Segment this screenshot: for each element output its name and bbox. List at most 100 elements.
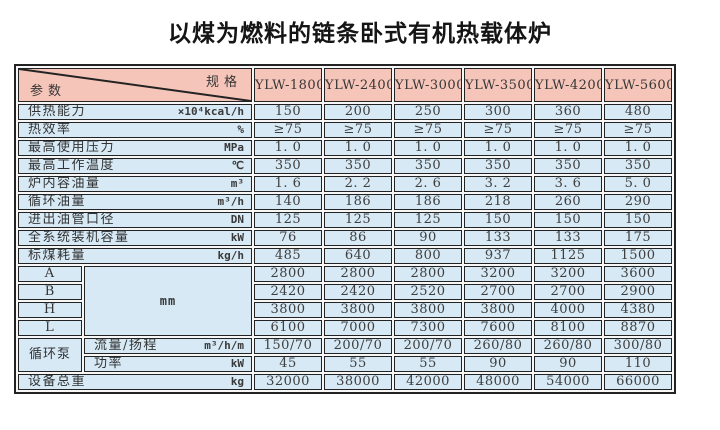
value-cell: 6100 (254, 320, 322, 336)
param-cell: 热效率 % (18, 122, 252, 138)
table-row: 功率 kW 45 55 55 90 90 110 (18, 356, 672, 372)
param-name: 最高工作温度 (28, 158, 116, 173)
param-unit: kW (230, 231, 244, 244)
value-cell: 8100 (534, 320, 602, 336)
value-cell: 7600 (464, 320, 532, 336)
value-cell: 45 (254, 356, 322, 372)
value-cell: 3800 (464, 302, 532, 318)
value-cell: 800 (394, 248, 462, 264)
value-cell: 175 (604, 230, 672, 246)
value-cell: 125 (394, 212, 462, 228)
value-cell: 7000 (324, 320, 392, 336)
value-cell: 3800 (394, 302, 462, 318)
value-cell: 260/80 (464, 338, 532, 354)
table-row: 标煤耗量 kg/h 485 640 800 937 1125 1500 (18, 248, 672, 264)
value-cell: ≥75 (394, 122, 462, 138)
value-cell: 1. 0 (394, 140, 462, 156)
corner-param-label: 参数 (30, 84, 67, 99)
value-cell: 1. 0 (604, 140, 672, 156)
value-cell: 3800 (254, 302, 322, 318)
table-row: 炉内容油量 m³ 1. 6 2. 2 2. 6 3. 2 3. 6 5. 0 (18, 176, 672, 192)
dimension-unit: mm (84, 266, 252, 336)
param-name: 供热能力 (28, 104, 87, 119)
table-row: B 2420 2420 2520 2700 2700 2900 (18, 284, 672, 300)
table-row: 全系统装机容量 kW 76 86 90 133 133 175 (18, 230, 672, 246)
table-row: 循环泵 流量/扬程 m³/h/m 150/70 200/70 200/70 26… (18, 338, 672, 372)
model-header: YLW-1800 (254, 68, 322, 102)
value-cell: 200/70 (324, 338, 392, 354)
value-cell: 90 (464, 356, 532, 372)
param-unit: DN (230, 213, 244, 226)
diagonal-line-icon (19, 69, 251, 101)
value-cell: 480 (604, 104, 672, 120)
param-name: 设备总重 (28, 374, 87, 389)
value-cell: 1. 0 (534, 140, 602, 156)
value-cell: 2700 (534, 284, 602, 300)
param-unit: m³/h (217, 195, 245, 208)
value-cell: 8870 (604, 320, 672, 336)
value-cell: 2800 (394, 266, 462, 282)
table-row: 设备总重 kg 32000 38000 42000 48000 54000 66… (18, 374, 672, 390)
value-cell: 86 (324, 230, 392, 246)
page-title: 以煤为燃料的链条卧式有机热载体炉 (168, 21, 552, 47)
param-name: 流量/扬程 (94, 338, 158, 353)
pump-label: 循环泵 (18, 338, 82, 372)
param-name: 全系统装机容量 (28, 230, 130, 245)
value-cell: 2. 6 (394, 176, 462, 192)
value-cell: ≥75 (254, 122, 322, 138)
value-cell: 350 (464, 158, 532, 174)
value-cell: 260 (534, 194, 602, 210)
value-cell: 290 (604, 194, 672, 210)
value-cell: 186 (324, 194, 392, 210)
param-unit: ×10⁴kcal/h (177, 105, 244, 118)
param-cell: 功率 kW (84, 356, 252, 372)
value-cell: 218 (464, 194, 532, 210)
value-cell: ≥75 (604, 122, 672, 138)
value-cell: 90 (534, 356, 602, 372)
param-unit: % (237, 123, 244, 136)
value-cell: 1. 6 (254, 176, 322, 192)
param-cell: 设备总重 kg (18, 374, 252, 390)
value-cell: 3600 (604, 266, 672, 282)
value-cell: 350 (254, 158, 322, 174)
model-header: YLW-3000 (394, 68, 462, 102)
value-cell: 110 (604, 356, 672, 372)
param-cell: 最高工作温度 ℃ (18, 158, 252, 174)
value-cell: 55 (324, 356, 392, 372)
param-name: 热效率 (28, 122, 72, 137)
value-cell: 2800 (254, 266, 322, 282)
value-cell: 2. 2 (324, 176, 392, 192)
param-cell: 炉内容油量 m³ (18, 176, 252, 192)
value-cell: 48000 (464, 374, 532, 390)
value-cell: 133 (534, 230, 602, 246)
value-cell: 3200 (534, 266, 602, 282)
param-unit: ℃ (231, 159, 244, 172)
param-cell: 进出油管口径 DN (18, 212, 252, 228)
dimension-label: H (18, 302, 82, 318)
value-cell: 2700 (464, 284, 532, 300)
value-cell: 76 (254, 230, 322, 246)
param-name: 最高使用压力 (28, 140, 116, 155)
model-header: YLW-2400 (324, 68, 392, 102)
value-cell: 55 (394, 356, 462, 372)
value-cell: 150 (604, 212, 672, 228)
param-name: 循环油量 (28, 194, 87, 209)
value-cell: 485 (254, 248, 322, 264)
value-cell: 150/70 (254, 338, 322, 354)
value-cell: 5. 0 (604, 176, 672, 192)
param-name: 标煤耗量 (28, 248, 87, 263)
value-cell: 4000 (534, 302, 602, 318)
value-cell: 42000 (394, 374, 462, 390)
dimension-label: L (18, 320, 82, 336)
value-cell: ≥75 (324, 122, 392, 138)
model-header: YLW-3500 (464, 68, 532, 102)
param-cell: 流量/扬程 m³/h/m (84, 338, 252, 354)
value-cell: 150 (464, 212, 532, 228)
table-row: 进出油管口径 DN 125 125 125 150 150 150 (18, 212, 672, 228)
value-cell: 7300 (394, 320, 462, 336)
value-cell: 1125 (534, 248, 602, 264)
value-cell: 125 (254, 212, 322, 228)
value-cell: 90 (394, 230, 462, 246)
corner-spec-label: 规格 (205, 75, 242, 90)
value-cell: 300/80 (604, 338, 672, 354)
